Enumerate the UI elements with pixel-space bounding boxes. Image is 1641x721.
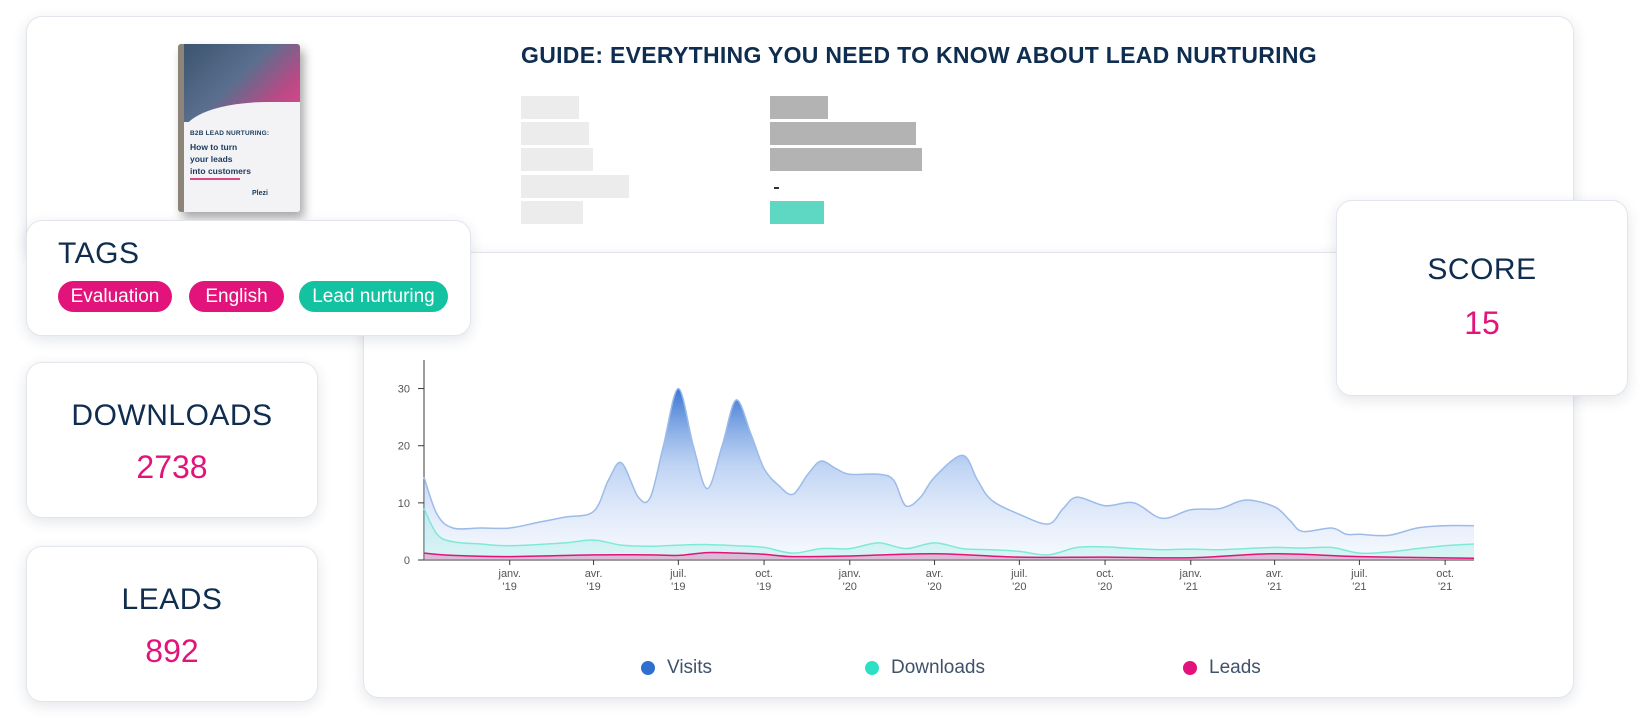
score-value: 15 xyxy=(1464,305,1500,341)
info-label-placeholder xyxy=(521,96,579,119)
x-tick-label: '21 xyxy=(1438,581,1452,593)
info-value-placeholder xyxy=(770,122,916,145)
legend-visits-dot xyxy=(641,661,655,675)
visits-area xyxy=(424,388,1474,560)
guide-cover-image: B2B LEAD NURTURING: How to turn your lea… xyxy=(178,44,300,212)
x-tick-label: oct. xyxy=(755,568,773,580)
x-tick-label: '20 xyxy=(927,581,941,593)
x-tick-label: '19 xyxy=(586,581,600,593)
x-tick-label: janv. xyxy=(838,568,861,580)
tags-title: TAGS xyxy=(58,237,140,270)
info-label-placeholder xyxy=(521,122,589,145)
x-tick-label: '20 xyxy=(1098,581,1112,593)
tags-card: TAGS Evaluation English Lead nurturing xyxy=(26,220,471,336)
y-tick-label: 20 xyxy=(398,441,410,453)
leads-line xyxy=(423,551,1475,560)
leads-area xyxy=(424,552,1474,560)
cover-title: How to turn your leads into customers xyxy=(190,142,251,176)
legend-leads-dot xyxy=(1183,661,1197,675)
info-status-badge xyxy=(770,201,824,224)
legend-downloads-label: Downloads xyxy=(891,657,985,678)
tag-lead-nurturing[interactable]: Lead nurturing xyxy=(299,281,448,312)
y-tick-label: 30 xyxy=(398,384,410,396)
score-card: SCORE 15 xyxy=(1336,200,1628,396)
info-label-placeholder xyxy=(521,148,593,171)
tag-english[interactable]: English xyxy=(189,281,284,312)
x-tick-label: '19 xyxy=(671,581,685,593)
x-tick-label: juil. xyxy=(669,568,687,580)
tag-evaluation[interactable]: Evaluation xyxy=(58,281,172,312)
x-tick-label: '21 xyxy=(1184,581,1198,593)
x-tick-label: oct. xyxy=(1436,568,1454,580)
x-tick-label: '21 xyxy=(1352,581,1366,593)
visits-line xyxy=(423,387,1475,537)
x-tick-label: avr. xyxy=(1266,568,1284,580)
guide-title: GUIDE: EVERYTHING YOU NEED TO KNOW ABOUT… xyxy=(521,42,1317,68)
info-label-placeholder xyxy=(521,201,583,224)
x-tick-label: janv. xyxy=(498,568,521,580)
x-tick-label: juil. xyxy=(1350,568,1368,580)
cover-subtitle: B2B LEAD NURTURING: xyxy=(190,130,270,137)
score-title: SCORE xyxy=(1427,253,1537,286)
x-tick-label: '21 xyxy=(1267,581,1281,593)
x-tick-label: janv. xyxy=(1179,568,1202,580)
cover-divider xyxy=(190,178,240,180)
x-tick-label: juil. xyxy=(1010,568,1028,580)
info-value-dash xyxy=(774,187,779,189)
downloads-line xyxy=(423,508,1475,556)
y-tick-label: 0 xyxy=(404,555,410,567)
downloads-title: DOWNLOADS xyxy=(71,399,273,432)
x-tick-label: '20 xyxy=(843,581,857,593)
legend-leads-label: Leads xyxy=(1209,657,1261,678)
activity-chart: 0102030janv.'19avr.'19juil.'19oct.'19jan… xyxy=(398,360,1475,593)
x-tick-label: avr. xyxy=(926,568,944,580)
info-value-placeholder xyxy=(770,148,922,171)
downloads-value: 2738 xyxy=(136,449,208,485)
x-tick-label: avr. xyxy=(585,568,603,580)
leads-card: LEADS 892 xyxy=(26,546,318,702)
legend-visits-label: Visits xyxy=(667,657,713,678)
x-tick-label: '19 xyxy=(757,581,771,593)
x-tick-label: '19 xyxy=(503,581,517,593)
leads-title: LEADS xyxy=(121,583,223,616)
info-value-placeholder xyxy=(770,96,828,119)
info-label-placeholder xyxy=(521,175,629,198)
y-tick-label: 10 xyxy=(398,498,410,510)
cover-logo: Plezi xyxy=(252,190,268,197)
x-tick-label: oct. xyxy=(1096,568,1114,580)
leads-value: 892 xyxy=(145,633,199,669)
x-tick-label: '20 xyxy=(1012,581,1026,593)
downloads-area xyxy=(424,508,1474,560)
legend-downloads-dot xyxy=(865,661,879,675)
downloads-card: DOWNLOADS 2738 xyxy=(26,362,318,518)
